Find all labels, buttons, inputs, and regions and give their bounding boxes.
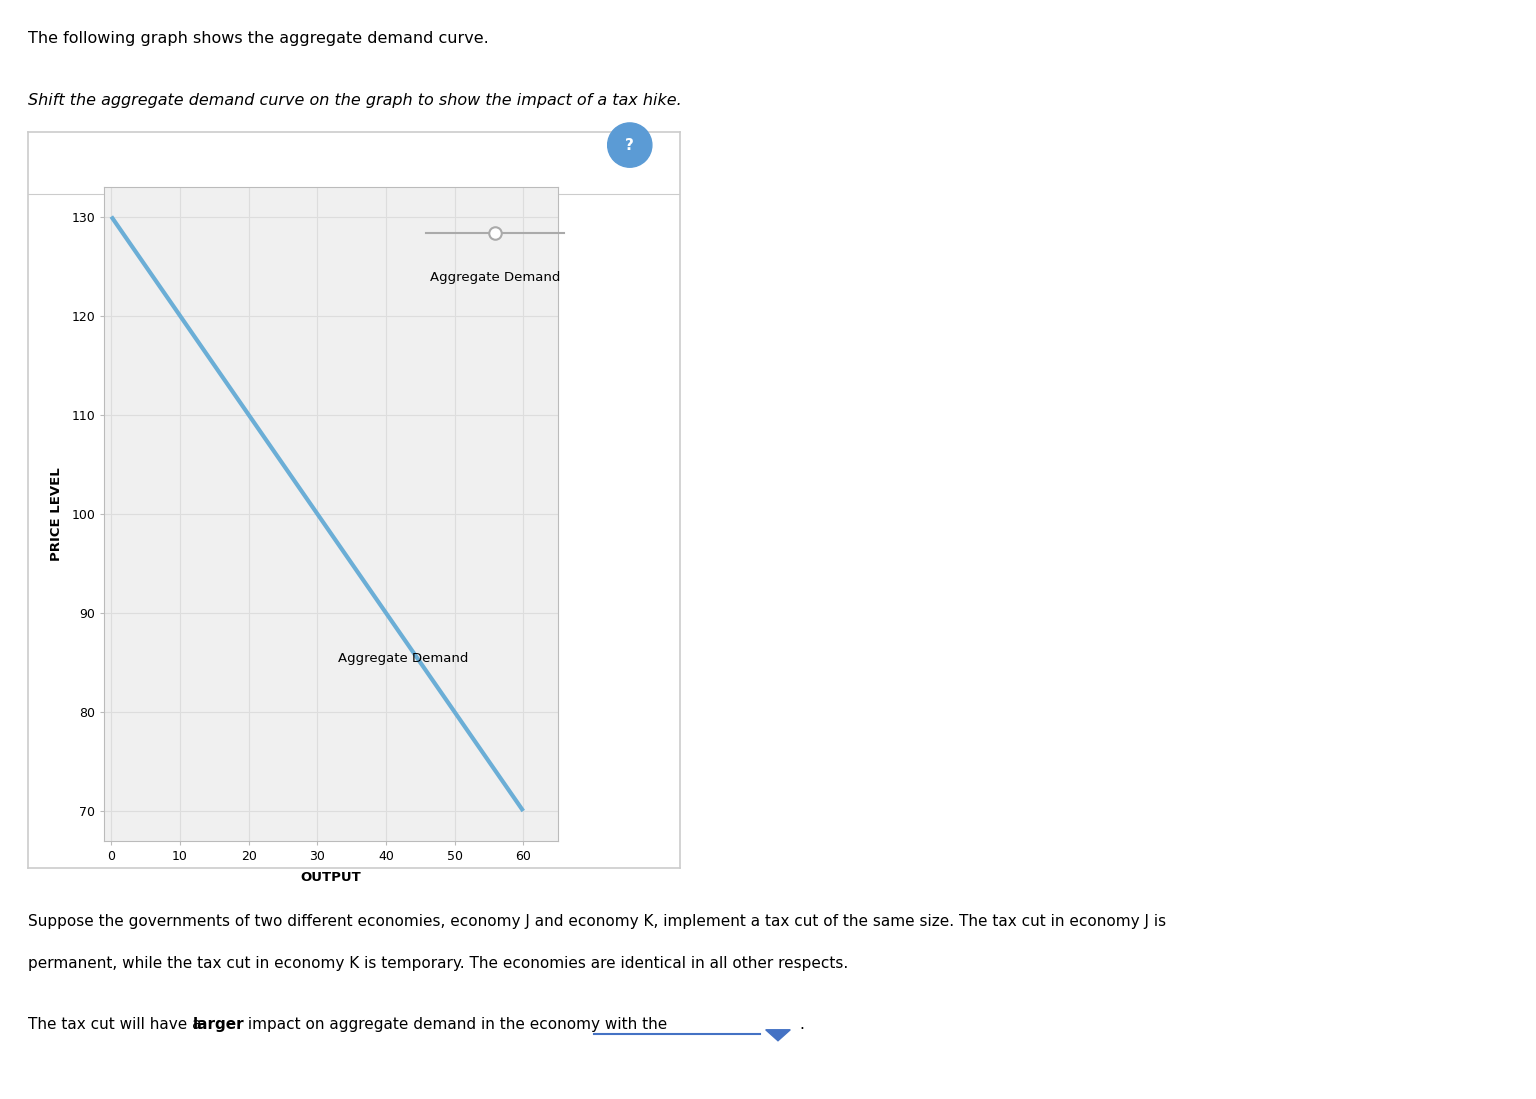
Text: Aggregate Demand: Aggregate Demand (338, 653, 468, 666)
Text: larger: larger (194, 1017, 244, 1032)
Text: Suppose the governments of two different economies, economy J and economy K, imp: Suppose the governments of two different… (28, 914, 1166, 930)
Text: ?: ? (625, 137, 634, 153)
Text: .: . (799, 1017, 805, 1032)
Text: Aggregate Demand: Aggregate Demand (430, 270, 561, 284)
Y-axis label: PRICE LEVEL: PRICE LEVEL (51, 467, 63, 560)
Text: impact on aggregate demand in the economy with the: impact on aggregate demand in the econom… (243, 1017, 667, 1032)
Text: Shift the aggregate demand curve on the graph to show the impact of a tax hike.: Shift the aggregate demand curve on the … (28, 93, 682, 109)
Text: The following graph shows the aggregate demand curve.: The following graph shows the aggregate … (28, 31, 488, 46)
Text: The tax cut will have a: The tax cut will have a (28, 1017, 206, 1032)
Circle shape (608, 123, 651, 167)
X-axis label: OUTPUT: OUTPUT (301, 872, 361, 884)
Text: permanent, while the tax cut in economy K is temporary. The economies are identi: permanent, while the tax cut in economy … (28, 956, 848, 972)
